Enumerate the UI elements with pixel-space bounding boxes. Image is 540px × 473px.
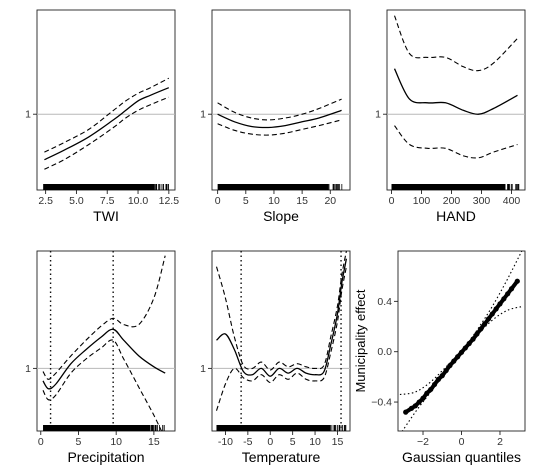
rug-band: [216, 425, 331, 431]
x-tick-label: 10: [110, 436, 122, 448]
x-tick-label: 10.0: [128, 195, 149, 207]
y-tick-label: 1: [25, 109, 31, 121]
x-tick-label: −2: [417, 436, 429, 448]
x-tick-label: -10: [218, 436, 233, 448]
x-tick-label: 12.5: [159, 195, 180, 207]
panel-temperature: -10 -5 0 5 10 15 1 Temperature: [200, 250, 351, 465]
x-tick-label: -5: [243, 436, 252, 448]
x-axis-label: Temperature: [242, 449, 321, 465]
x-tick-label: 2: [497, 436, 503, 448]
x-tick-label: 300: [473, 195, 491, 207]
panel-hand: 0 100 200 300 400 1 HAND: [375, 9, 526, 224]
panel-slope: 0 5 10 15 20 1 Slope: [200, 9, 351, 224]
x-axis-label: TWI: [93, 208, 119, 224]
plot-frame: [211, 250, 351, 432]
panel-precipitation: 0 5 10 15 1 Precipitation: [25, 250, 176, 465]
confidence-band-line: [215, 266, 347, 411]
confidence-band-line: [44, 77, 170, 153]
x-tick-label: 5: [290, 436, 296, 448]
y-tick-label: 1: [200, 109, 206, 121]
qq-point-trail: [404, 279, 519, 414]
x-tick-label: 15: [332, 436, 344, 448]
x-tick-label: 400: [503, 195, 521, 207]
x-tick-label: 10: [268, 195, 280, 207]
x-tick-label: 2.5: [38, 195, 53, 207]
x-axis-label: Precipitation: [67, 449, 144, 465]
x-tick-label: 0: [459, 436, 465, 448]
plot-frame: [36, 250, 176, 432]
estimate-line: [217, 109, 342, 129]
x-tick-label: 10: [309, 436, 321, 448]
estimate-line: [44, 87, 170, 161]
plot-frame: [386, 9, 526, 191]
rug-band: [43, 184, 155, 190]
x-tick-label: 5.0: [69, 195, 84, 207]
confidence-band-line: [394, 125, 518, 159]
y-tick-label: 0.0: [377, 346, 392, 358]
estimate-line: [216, 258, 348, 377]
confidence-band-line: [215, 251, 347, 371]
series-group: [44, 77, 170, 170]
x-tick-label: 15: [148, 436, 160, 448]
rug-band: [217, 184, 329, 190]
x-tick-label: 5: [243, 195, 249, 207]
x-tick-label: 20: [324, 195, 336, 207]
estimate-line: [42, 328, 166, 390]
x-axis-label: Gaussian quantiles: [402, 449, 521, 465]
x-tick-label: 100: [413, 195, 431, 207]
series-group: [215, 251, 348, 411]
series-group: [399, 251, 524, 431]
confidence-band-line: [42, 339, 163, 431]
confidence-band-line: [217, 119, 342, 136]
plot-frame: [36, 9, 176, 191]
x-tick-label: 0: [38, 436, 44, 448]
x-axis-label: Slope: [263, 208, 299, 224]
estimate-line: [393, 68, 518, 115]
y-tick-label: −0.4: [371, 397, 392, 409]
panel-twi: 2.5 5.0 7.5 10.0 12.5 1 TWI: [25, 9, 180, 224]
x-axis-label: HAND: [436, 208, 476, 224]
x-tick-label: 15: [296, 195, 308, 207]
confidence-band-line: [44, 96, 170, 170]
x-tick-label: 0: [215, 195, 221, 207]
series-group: [217, 98, 342, 136]
confidence-band-line: [393, 15, 518, 72]
y-tick-label: 1: [25, 363, 31, 375]
x-tick-label: 0: [267, 436, 273, 448]
panel-qq: −2 0 2 −0.4 0.0 0.4 Gaussian quantiles Municipa…: [353, 250, 526, 465]
series-group: [393, 15, 518, 159]
x-tick-label: 200: [443, 195, 461, 207]
confidence-band-line: [217, 98, 342, 121]
x-tick-label: 7.5: [100, 195, 115, 207]
y-tick-label: 1: [375, 109, 381, 121]
y-axis-label: Municipality effect: [353, 289, 368, 392]
rug-band: [43, 425, 151, 431]
x-tick-label: 0: [389, 195, 395, 207]
y-tick-label: 1: [200, 363, 206, 375]
series-group: [42, 255, 166, 431]
x-tick-label: 5: [76, 436, 82, 448]
rug-band: [391, 184, 506, 190]
envelope-line: [401, 251, 523, 431]
plot-frame: [211, 9, 351, 191]
confidence-band-line: [42, 255, 166, 380]
y-tick-label: 0.4: [377, 296, 392, 308]
